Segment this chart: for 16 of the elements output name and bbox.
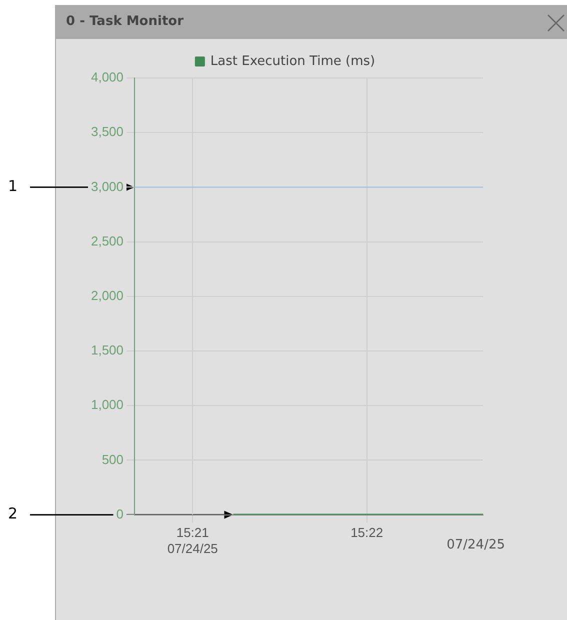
y-tick-label: 2,500 <box>90 233 124 248</box>
y-tick-label: 1,500 <box>90 342 124 358</box>
annotation: 1 <box>8 177 18 196</box>
y-tick-label: 4,000 <box>90 70 124 85</box>
legend-label: Last Execution Time (ms) <box>210 54 376 69</box>
y-tick-label: 3,000 <box>90 178 124 194</box>
y-tick-label: 1,000 <box>90 397 124 412</box>
chart-title: 0 - Task Monitor <box>56 5 567 39</box>
y-tick-label: 500 <box>102 452 124 467</box>
annotation: 2 <box>8 504 18 523</box>
y-tick-label: 2,000 <box>90 288 124 303</box>
text: 07/24/25 <box>446 538 505 553</box>
x-tick-label: 15:21 07/24/25 <box>167 525 218 556</box>
y-tick-label: 3,500 <box>90 124 124 140</box>
y-tick-label: 0 <box>116 506 124 522</box>
x-tick-label: 15:22 <box>350 525 384 540</box>
